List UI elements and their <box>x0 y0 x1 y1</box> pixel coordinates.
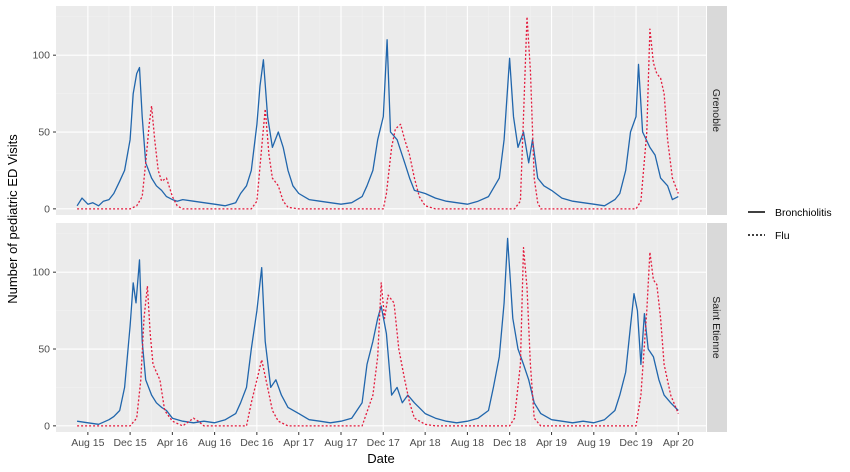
x-tick-label: Aug 16 <box>198 437 231 449</box>
strip-label-grenoble: Grenoble <box>710 89 722 132</box>
x-tick-label: Dec 18 <box>493 437 526 449</box>
y-tick-label: 0 <box>44 203 50 215</box>
y-axis-title: Number of pediatric ED Visits <box>5 134 20 304</box>
strip-grenoble <box>707 6 727 215</box>
strip-saint-etienne <box>707 223 727 432</box>
x-tick-label: Aug 17 <box>324 437 357 449</box>
x-axis-ticks: Aug 15 Dec 15 Apr 16 Aug 16 Dec 16 Apr 17 Aug … <box>71 432 694 449</box>
x-tick-label: Apr 16 <box>157 437 188 449</box>
x-tick-label: Aug 18 <box>451 437 484 449</box>
x-axis-title: Date <box>367 451 394 466</box>
panel-saint-etienne-background <box>56 223 706 432</box>
y-axis-ticks: 0 50 100 0 50 100 <box>32 50 56 432</box>
panel-grenoble-lines <box>76 16 679 210</box>
legend-label-bronchiolitis: Bronchiolitis <box>775 207 832 219</box>
series-line-bronchiolitis <box>76 39 679 207</box>
y-tick-label: 0 <box>44 420 50 432</box>
y-tick-label: 50 <box>38 344 50 356</box>
y-tick-label: 100 <box>32 267 50 279</box>
panel-saint-etienne-grid <box>56 223 706 432</box>
series-line-flu <box>77 16 679 210</box>
strip-label-saint-etienne: Saint Etienne <box>710 296 722 359</box>
series-line-flu <box>77 246 679 427</box>
x-tick-label: Aug 19 <box>577 437 610 449</box>
x-tick-label: Apr 18 <box>410 437 441 449</box>
legend-label-flu: Flu <box>775 230 790 242</box>
legend: Bronchiolitis Flu <box>748 207 832 242</box>
y-tick-label: 50 <box>38 127 50 139</box>
panel-saint-etienne: Saint Etienne <box>56 223 727 432</box>
y-tick-label: 100 <box>32 50 50 62</box>
x-tick-label: Dec 15 <box>113 437 146 449</box>
x-tick-label: Dec 19 <box>619 437 652 449</box>
x-tick-label: Apr 20 <box>663 437 694 449</box>
x-tick-label: Apr 17 <box>283 437 314 449</box>
x-tick-label: Aug 15 <box>71 437 104 449</box>
x-tick-label: Dec 17 <box>367 437 400 449</box>
x-tick-label: Dec 16 <box>240 437 273 449</box>
x-tick-label: Apr 19 <box>536 437 567 449</box>
panel-saint-etienne-lines <box>77 237 679 427</box>
panel-grenoble-background <box>56 6 706 215</box>
panel-grenoble: Grenoble <box>56 6 727 215</box>
